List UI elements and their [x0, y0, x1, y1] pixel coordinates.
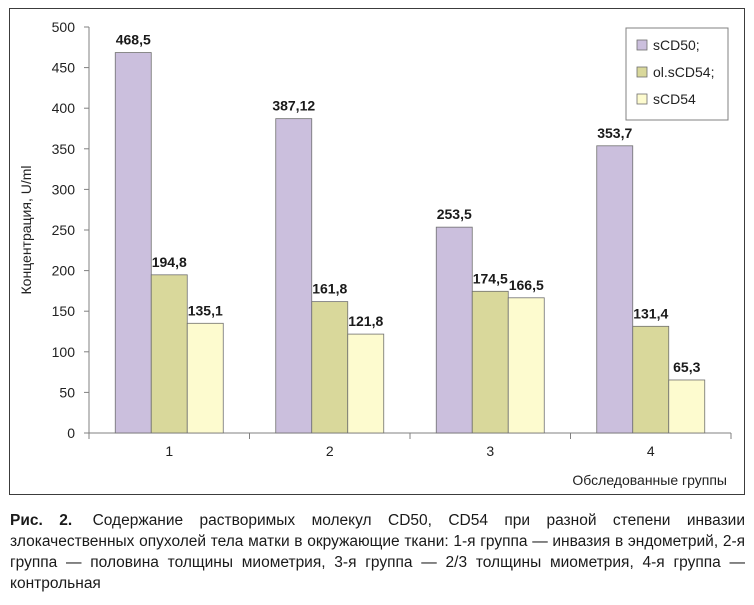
figure-frame — [9, 8, 745, 495]
bar — [668, 379, 706, 434]
data-label: 174,5 — [473, 270, 508, 286]
bar — [347, 333, 385, 434]
data-label: 135,1 — [188, 302, 223, 318]
data-label: 65,3 — [673, 359, 700, 375]
y-tick-label: 50 — [59, 384, 75, 400]
y-tick-label: 500 — [52, 19, 76, 35]
data-label: 353,7 — [597, 125, 632, 141]
legend-swatch — [636, 66, 648, 78]
caption-text: Содержание растворимых молекул CD50, CD5… — [10, 512, 745, 592]
legend-swatch — [636, 93, 648, 105]
bar — [275, 118, 313, 434]
data-label: 387,12 — [272, 98, 315, 114]
legend-label: sCD50; — [653, 37, 700, 53]
x-tick-label: 4 — [647, 443, 655, 459]
y-tick-label: 0 — [67, 425, 75, 441]
data-label: 131,4 — [633, 305, 668, 321]
bar — [507, 297, 545, 434]
bar — [150, 274, 188, 434]
data-label: 121,8 — [348, 313, 383, 329]
y-axis-title: Концентрация, U/ml — [18, 165, 34, 294]
y-tick-label: 400 — [52, 100, 76, 116]
y-tick-label: 300 — [52, 181, 76, 197]
x-axis-title: Обследованные группы — [572, 472, 727, 488]
bar — [596, 145, 634, 434]
y-tick-label: 350 — [52, 141, 76, 157]
data-label: 166,5 — [509, 277, 544, 293]
legend-swatch — [636, 39, 648, 51]
bar — [114, 52, 152, 434]
data-label: 194,8 — [152, 254, 187, 270]
data-label: 161,8 — [312, 281, 347, 297]
data-label: 468,5 — [116, 32, 151, 48]
y-tick-label: 450 — [52, 60, 76, 76]
x-tick-label: 3 — [486, 443, 494, 459]
bar — [186, 322, 224, 434]
chart-figure: 0 50 100 150 200 250 300 350 400 450 500 1 2 3 4 468,5 3… — [9, 8, 745, 495]
bar-chart: 0 50 100 150 200 250 300 350 400 450 500 1 2 3 4 468,5 3… — [9, 8, 745, 495]
legend-label: ol.sCD54; — [653, 64, 714, 80]
figure-caption: Рис. 2. Содержание растворимых молекул C… — [10, 510, 745, 594]
y-tick-label: 200 — [52, 263, 76, 279]
x-tick-label: 2 — [326, 443, 334, 459]
bar — [471, 290, 509, 434]
caption-label: Рис. 2. — [10, 512, 73, 529]
bar — [435, 226, 473, 434]
data-label: 253,5 — [437, 206, 472, 222]
y-tick-label: 150 — [52, 303, 76, 319]
x-tick-label: 1 — [165, 443, 173, 459]
y-tick-label: 100 — [52, 344, 76, 360]
bar — [311, 301, 349, 434]
legend-label: sCD54 — [653, 91, 696, 107]
bar — [632, 325, 670, 434]
y-tick-label: 250 — [52, 222, 76, 238]
